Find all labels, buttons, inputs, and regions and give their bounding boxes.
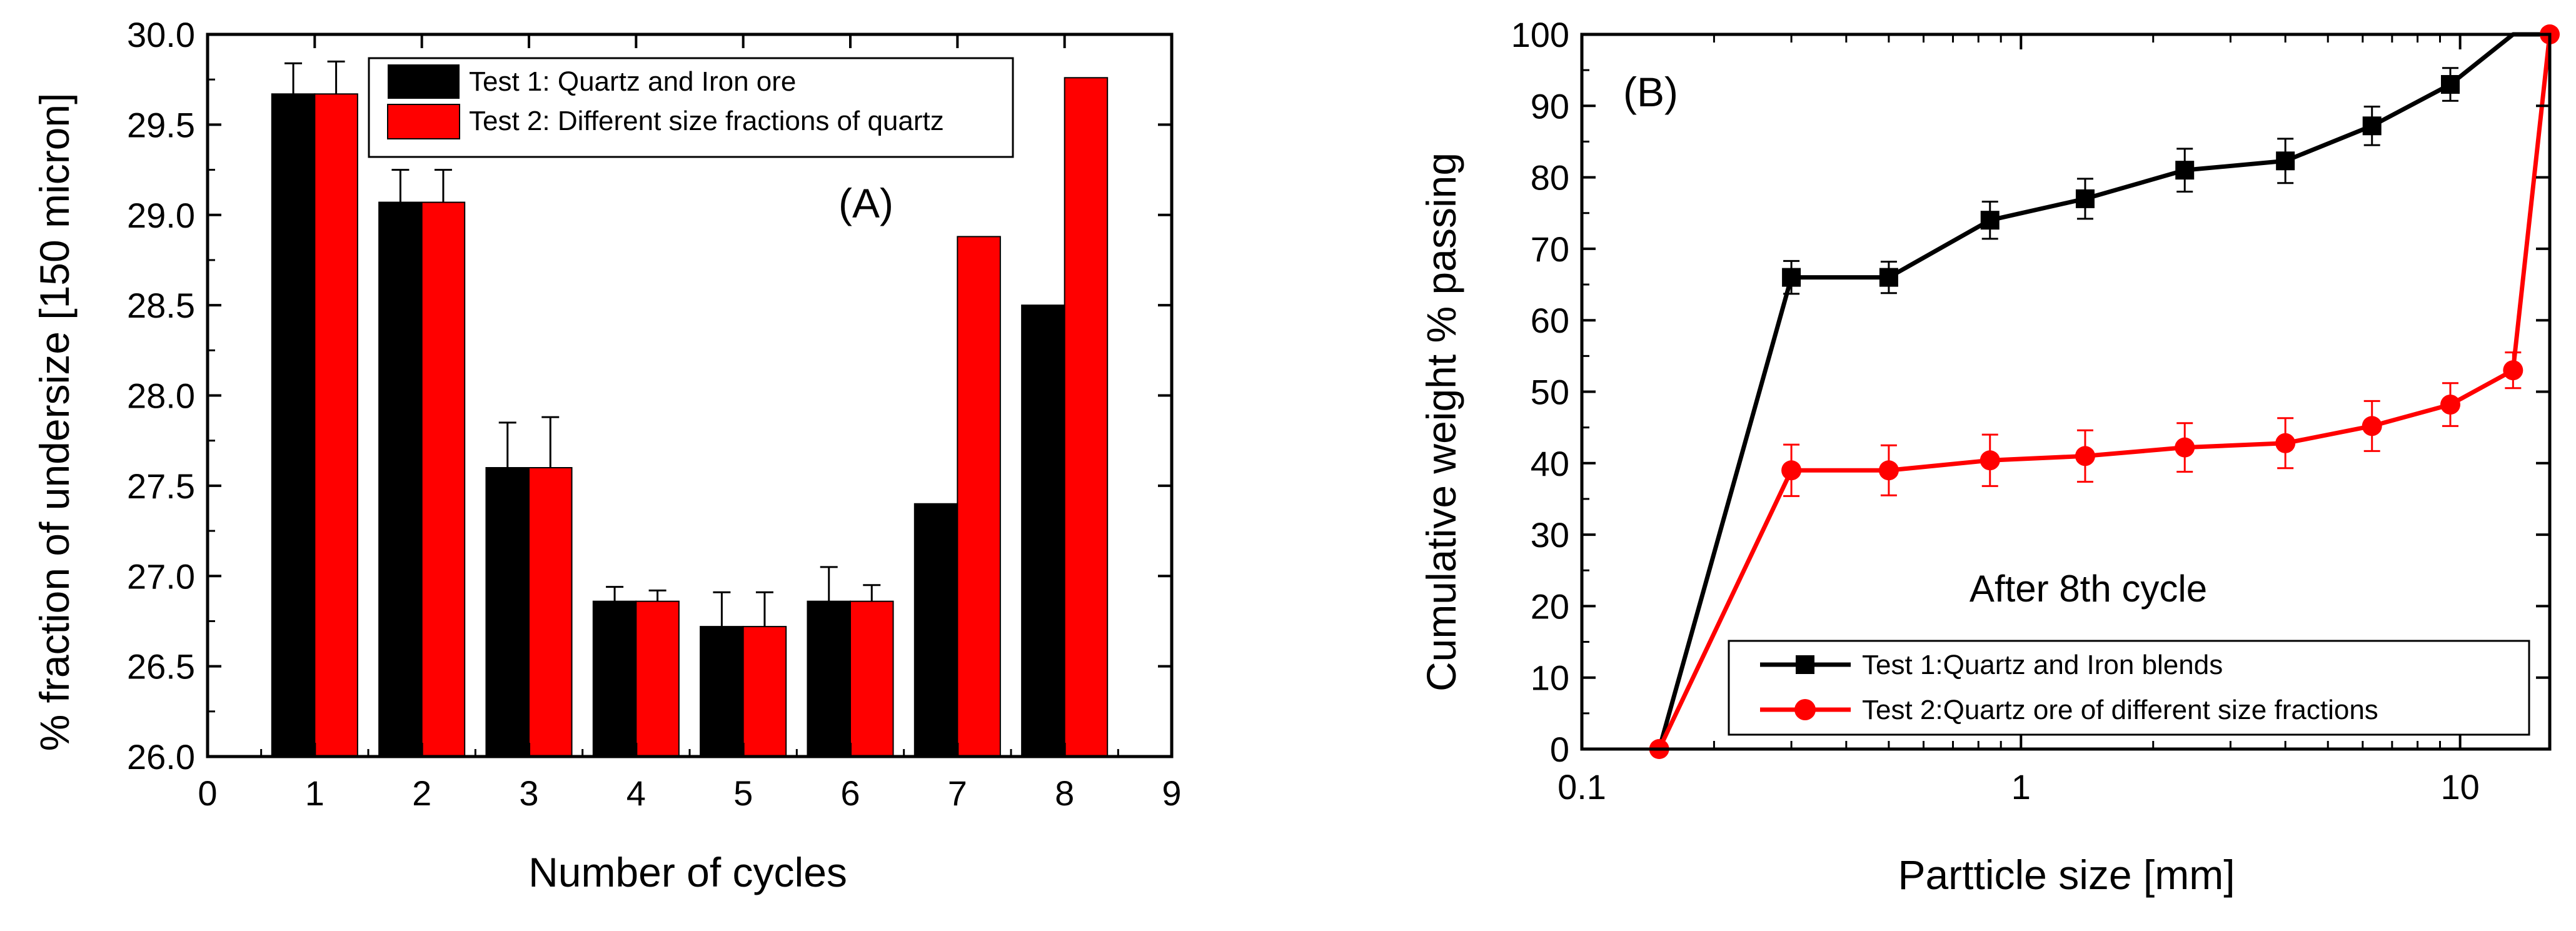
panel-a-legend-label-2: Test 2: Different size fractions of quar… [469, 106, 944, 136]
bar-s1-c6 [807, 600, 852, 757]
panel-a-x-axis-label: Number of cycles [528, 849, 847, 895]
x-tick-label: 9 [1162, 773, 1181, 813]
bar-s1-c3 [485, 467, 530, 757]
x-tick-label: 2 [412, 773, 431, 813]
x-tick-label: 7 [948, 773, 967, 813]
point-s1-p5 [2175, 161, 2195, 180]
y-tick-label: 60 [1531, 301, 1569, 340]
y-tick-label: 50 [1531, 373, 1569, 412]
bar-s1-c2 [378, 201, 423, 758]
point-s2-p8 [2440, 395, 2460, 415]
panel-b-legend-marker-2 [1794, 699, 1816, 720]
panel-b-label: (B) [1623, 69, 1678, 115]
point-s1-p6 [2276, 151, 2295, 171]
y-tick-label: 20 [1531, 586, 1569, 626]
panel-b-y-axis-label: Cumulative weight % passing [1418, 153, 1464, 692]
panel-a-y-axis-label: % fraction of undersize [150 micron] [31, 93, 78, 752]
point-s2-p4 [2075, 446, 2095, 466]
bar-s1-c5 [700, 626, 744, 757]
x-tick-label: 5 [733, 773, 753, 813]
bar-s2-c5 [742, 626, 787, 757]
y-tick-label: 40 [1531, 444, 1569, 483]
y-tick-label: 28.0 [127, 376, 195, 416]
panel-b-legend-box [1728, 640, 2530, 736]
y-tick-label: 26.0 [127, 737, 195, 777]
x-tick-label: 10 [2440, 767, 2479, 807]
y-tick-label: 30 [1531, 515, 1569, 555]
x-tick-label: 1 [2011, 767, 2031, 807]
x-tick-label: 0.1 [1557, 767, 1606, 807]
panel-b-legend-label-1: Test 1:Quartz and Iron blends [1862, 650, 2223, 680]
x-tick-label: 3 [519, 773, 538, 813]
y-tick-label: 29.0 [127, 196, 195, 235]
x-tick-label: 1 [305, 773, 325, 813]
point-s1-p2 [1879, 268, 1898, 287]
point-s2-p3 [1980, 450, 2000, 471]
y-tick-label: 0 [1550, 730, 1569, 769]
point-s2-p1 [1781, 460, 1802, 481]
bar-s2-c8 [1064, 77, 1109, 757]
panel-b-legend-marker-1 [1796, 655, 1814, 674]
bar-s2-c2 [421, 201, 466, 758]
y-tick-label: 80 [1531, 158, 1569, 198]
panel-a-legend-swatch-2 [387, 104, 460, 139]
panel-a: Number of cycles % fraction of undersize… [31, 57, 1014, 895]
point-s2-p6 [2275, 433, 2296, 453]
point-s1-p1 [1782, 268, 1801, 287]
bar-s2-c4 [635, 600, 680, 757]
y-tick-label: 90 [1531, 86, 1569, 126]
y-tick-label: 27.5 [127, 466, 195, 506]
panel-a-legend-label-1: Test 1: Quartz and Iron ore [469, 66, 796, 97]
y-tick-label: 70 [1531, 229, 1569, 269]
panel-b-x-axis-label: Partticle size [mm] [1898, 852, 2235, 898]
bar-s1-c7 [913, 503, 958, 757]
y-tick-label: 30.0 [127, 15, 195, 54]
bar-s1-c8 [1021, 304, 1065, 757]
point-s1-p3 [1980, 211, 2000, 230]
panel-a-label: (A) [838, 180, 893, 226]
y-tick-label: 10 [1531, 658, 1569, 698]
point-s1-p4 [2075, 189, 2095, 208]
y-tick-label: 29.5 [127, 105, 195, 144]
bar-s2-c6 [850, 600, 894, 757]
panel-b: Partticle size [mm] Cumulative weight % … [1418, 69, 2530, 898]
point-s2-p9 [2503, 360, 2523, 381]
chart-marks: 0 1 2 3 4 5 6 7 8 9 26.0 26.5 27.0 27.5 28.0 28.5 29.0 29… [127, 15, 2560, 813]
bar-s1-c1 [271, 93, 316, 758]
y-tick-label: 26.5 [127, 647, 195, 687]
y-tick-label: 27.0 [127, 556, 195, 596]
point-s2-p5 [2175, 437, 2195, 458]
y-tick-label: 100 [1511, 15, 1569, 54]
point-s1-p7 [2362, 116, 2382, 136]
x-tick-label: 0 [198, 773, 217, 813]
x-tick-label: 8 [1055, 773, 1074, 813]
panel-a-legend-box [368, 57, 1014, 158]
bar-s2-c3 [528, 467, 573, 757]
x-tick-label: 4 [626, 773, 646, 813]
panel-b-annotation: After 8th cycle [1970, 568, 2207, 610]
point-s1-p8 [2440, 75, 2460, 94]
point-s2-p7 [2362, 416, 2382, 436]
point-s2-p2 [1878, 460, 1899, 481]
panel-a-legend-swatch-1 [388, 64, 460, 99]
bar-s2-c1 [314, 93, 358, 758]
bar-s2-c7 [957, 236, 1001, 757]
panel-b-legend-label-2: Test 2:Quartz ore of different size frac… [1862, 695, 2378, 725]
x-tick-label: 6 [840, 773, 860, 813]
bar-s1-c4 [592, 600, 637, 757]
y-tick-label: 28.5 [127, 286, 195, 325]
